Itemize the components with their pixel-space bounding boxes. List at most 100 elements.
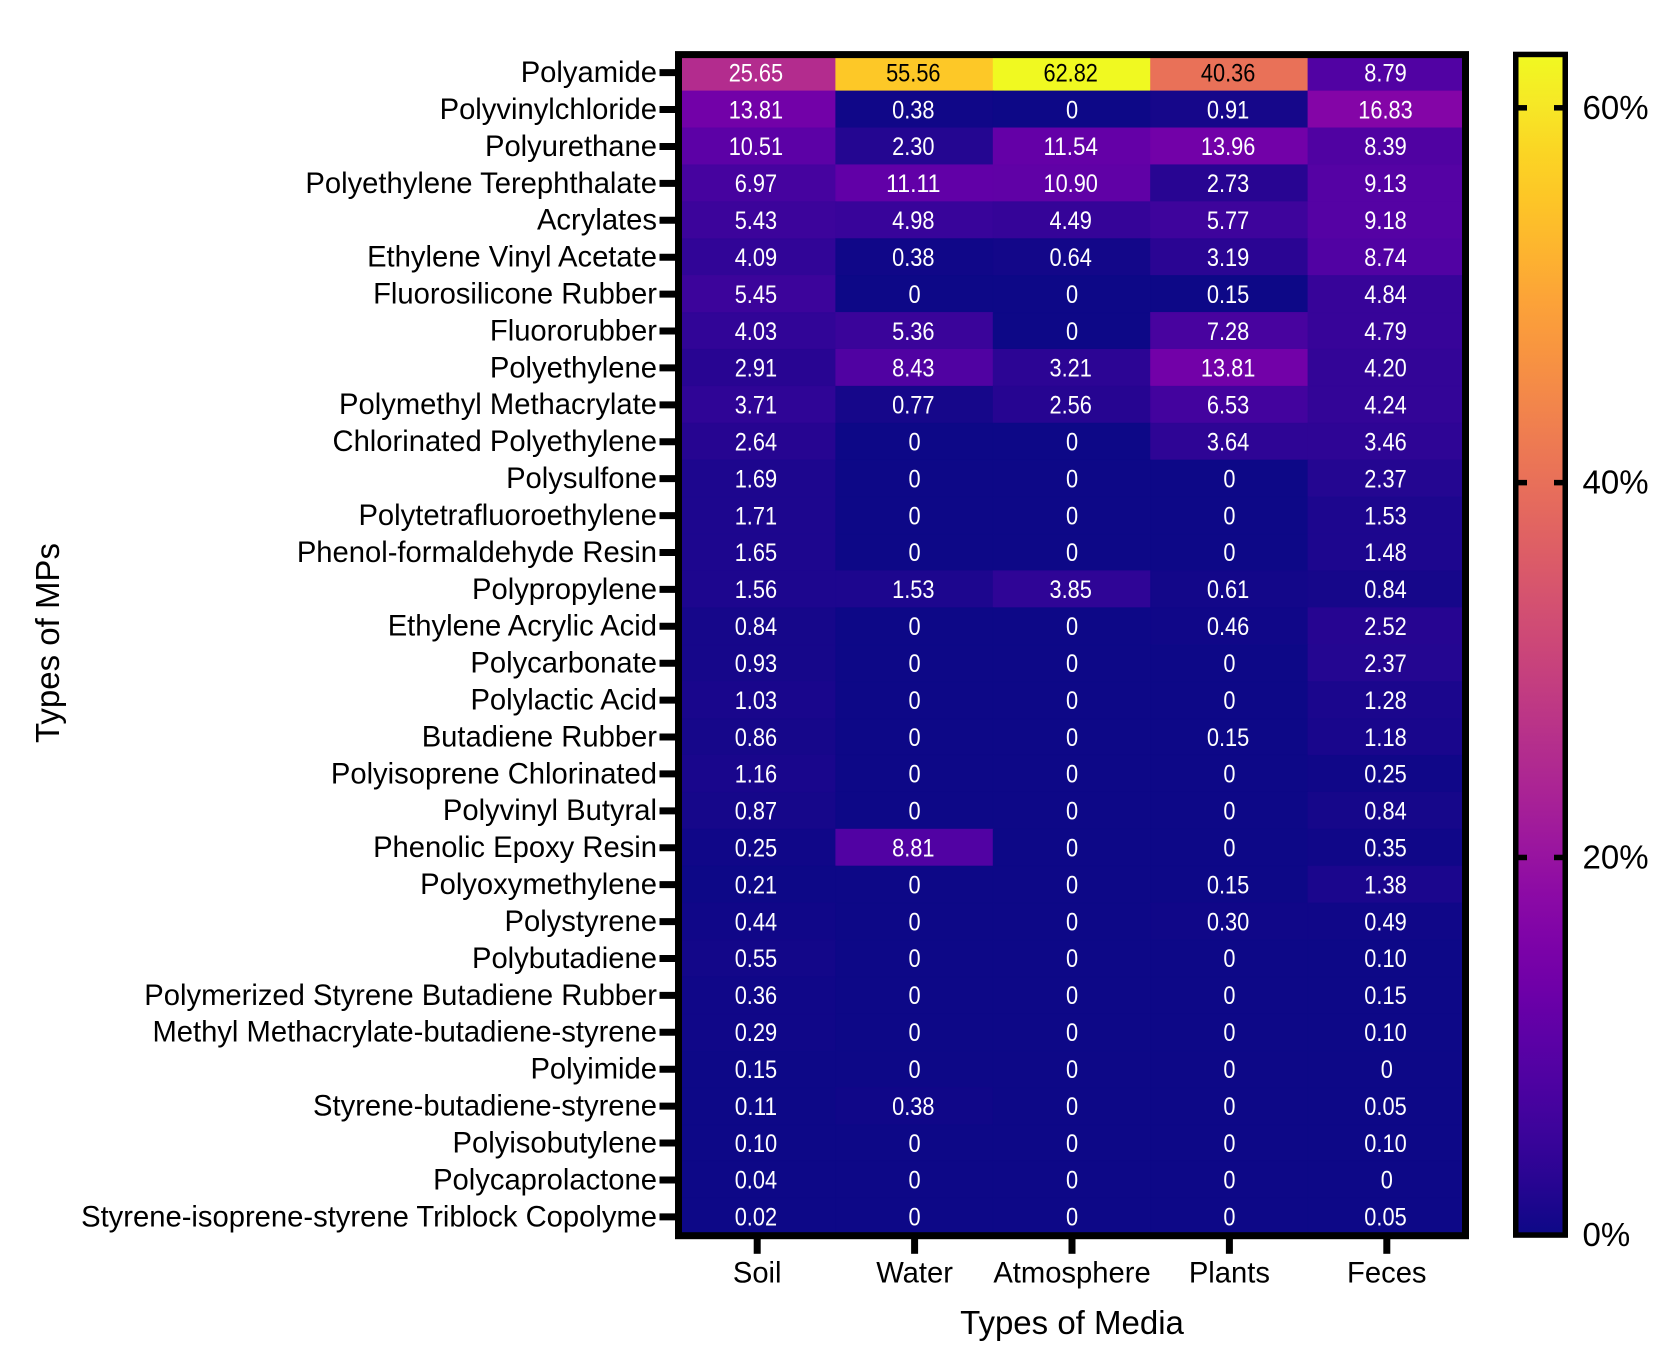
- svg-text:0: 0: [1066, 799, 1078, 826]
- svg-text:0.91: 0.91: [1207, 97, 1249, 124]
- svg-text:3.64: 3.64: [1207, 430, 1249, 457]
- svg-text:11.54: 11.54: [1044, 134, 1098, 161]
- svg-text:0: 0: [1066, 466, 1078, 493]
- svg-text:1.18: 1.18: [1364, 725, 1406, 752]
- svg-text:Polyimide: Polyimide: [530, 1054, 657, 1086]
- svg-text:0: 0: [909, 725, 921, 752]
- svg-text:2.52: 2.52: [1364, 614, 1406, 641]
- svg-text:0.10: 0.10: [735, 1131, 777, 1158]
- svg-text:0: 0: [1223, 503, 1235, 530]
- svg-text:0: 0: [1223, 1020, 1235, 1047]
- svg-text:0: 0: [909, 503, 921, 530]
- svg-text:Feces: Feces: [1347, 1258, 1426, 1290]
- svg-text:0: 0: [1066, 1131, 1078, 1158]
- svg-text:3.19: 3.19: [1207, 245, 1249, 272]
- svg-text:2.37: 2.37: [1364, 466, 1406, 493]
- svg-text:Styrene-isoprene-styrene Tribl: Styrene-isoprene-styrene Triblock Copoly…: [81, 1201, 657, 1233]
- svg-text:Polyisobutylene: Polyisobutylene: [453, 1127, 657, 1159]
- svg-text:0: 0: [1223, 799, 1235, 826]
- svg-text:0.46: 0.46: [1207, 614, 1249, 641]
- svg-text:0: 0: [1066, 688, 1078, 715]
- svg-text:25.65: 25.65: [729, 60, 783, 87]
- svg-text:Polycaprolactone: Polycaprolactone: [433, 1164, 657, 1196]
- svg-text:5.45: 5.45: [735, 282, 777, 309]
- svg-text:0: 0: [1381, 1168, 1393, 1195]
- svg-text:Styrene-butadiene-styrene: Styrene-butadiene-styrene: [313, 1091, 657, 1123]
- svg-text:Polymerized Styrene Butadiene: Polymerized Styrene Butadiene Rubber: [144, 980, 657, 1012]
- svg-text:0: 0: [1223, 1057, 1235, 1084]
- svg-text:0: 0: [1223, 651, 1235, 678]
- svg-text:1.48: 1.48: [1364, 540, 1406, 567]
- svg-text:0.77: 0.77: [892, 393, 934, 420]
- svg-text:Polyethylene: Polyethylene: [490, 352, 657, 384]
- svg-text:0.11: 0.11: [735, 1094, 777, 1121]
- svg-text:0: 0: [909, 872, 921, 899]
- svg-text:55.56: 55.56: [886, 60, 940, 87]
- svg-text:0.25: 0.25: [1364, 762, 1406, 789]
- svg-text:3.71: 3.71: [735, 393, 777, 420]
- svg-text:4.24: 4.24: [1364, 393, 1406, 420]
- svg-text:Polyurethane: Polyurethane: [485, 131, 657, 163]
- svg-text:0.10: 0.10: [1364, 946, 1406, 973]
- svg-text:Polyisoprene Chlorinated: Polyisoprene Chlorinated: [331, 758, 657, 790]
- svg-text:1.03: 1.03: [735, 688, 777, 715]
- svg-text:2.37: 2.37: [1364, 651, 1406, 678]
- svg-text:2.30: 2.30: [892, 134, 934, 161]
- svg-text:Polybutadiene: Polybutadiene: [472, 943, 657, 975]
- svg-text:4.09: 4.09: [735, 245, 777, 272]
- svg-text:9.13: 9.13: [1364, 171, 1406, 198]
- svg-text:Polyvinylchloride: Polyvinylchloride: [440, 94, 657, 126]
- svg-text:0: 0: [1066, 319, 1078, 346]
- svg-text:0: 0: [909, 466, 921, 493]
- svg-text:0.49: 0.49: [1364, 909, 1406, 936]
- svg-text:3.85: 3.85: [1050, 577, 1092, 604]
- svg-text:Plants: Plants: [1189, 1258, 1270, 1290]
- svg-text:0.61: 0.61: [1207, 577, 1249, 604]
- svg-text:8.39: 8.39: [1364, 134, 1406, 161]
- svg-text:0: 0: [1066, 983, 1078, 1010]
- svg-text:Acrylates: Acrylates: [537, 205, 657, 237]
- svg-text:Ethylene Acrylic Acid: Ethylene Acrylic Acid: [388, 611, 657, 643]
- svg-text:0.10: 0.10: [1364, 1020, 1406, 1047]
- svg-text:0: 0: [909, 1020, 921, 1047]
- svg-text:4.79: 4.79: [1364, 319, 1406, 346]
- svg-text:0.38: 0.38: [892, 97, 934, 124]
- svg-text:Methyl Methacrylate-butadiene-: Methyl Methacrylate-butadiene-styrene: [152, 1017, 657, 1049]
- svg-text:0: 0: [1066, 97, 1078, 124]
- svg-text:1.69: 1.69: [735, 466, 777, 493]
- svg-text:0: 0: [909, 1168, 921, 1195]
- svg-text:Polytetrafluoroethylene: Polytetrafluoroethylene: [358, 500, 657, 532]
- svg-text:0: 0: [1066, 946, 1078, 973]
- svg-text:0: 0: [909, 614, 921, 641]
- svg-text:1.16: 1.16: [735, 762, 777, 789]
- svg-text:0: 0: [909, 1131, 921, 1158]
- svg-text:4.49: 4.49: [1050, 208, 1092, 235]
- svg-text:0: 0: [909, 688, 921, 715]
- svg-text:Fluororubber: Fluororubber: [490, 315, 657, 347]
- svg-text:0: 0: [909, 1205, 921, 1232]
- svg-text:Phenol-formaldehyde Resin: Phenol-formaldehyde Resin: [297, 537, 657, 569]
- svg-text:0: 0: [1066, 909, 1078, 936]
- svg-text:3.46: 3.46: [1364, 430, 1406, 457]
- svg-text:6.53: 6.53: [1207, 393, 1249, 420]
- svg-text:1.65: 1.65: [735, 540, 777, 567]
- svg-text:0: 0: [909, 762, 921, 789]
- svg-text:0.64: 0.64: [1050, 245, 1092, 272]
- svg-text:6.97: 6.97: [735, 171, 777, 198]
- svg-text:0.84: 0.84: [1364, 577, 1406, 604]
- svg-text:11.11: 11.11: [886, 171, 940, 198]
- svg-text:0: 0: [1066, 503, 1078, 530]
- svg-text:Water: Water: [876, 1258, 953, 1290]
- svg-text:0: 0: [1223, 836, 1235, 863]
- svg-text:10.90: 10.90: [1044, 171, 1098, 198]
- svg-text:0.15: 0.15: [1364, 983, 1406, 1010]
- svg-text:1.71: 1.71: [735, 503, 777, 530]
- svg-text:0.44: 0.44: [735, 909, 777, 936]
- svg-text:0: 0: [1066, 762, 1078, 789]
- svg-text:Ethylene Vinyl Acetate: Ethylene Vinyl Acetate: [367, 242, 657, 274]
- svg-text:0: 0: [1223, 983, 1235, 1010]
- svg-text:0.15: 0.15: [1207, 282, 1249, 309]
- svg-text:0.36: 0.36: [735, 983, 777, 1010]
- svg-text:62.82: 62.82: [1044, 60, 1098, 87]
- svg-text:13.96: 13.96: [1201, 134, 1255, 161]
